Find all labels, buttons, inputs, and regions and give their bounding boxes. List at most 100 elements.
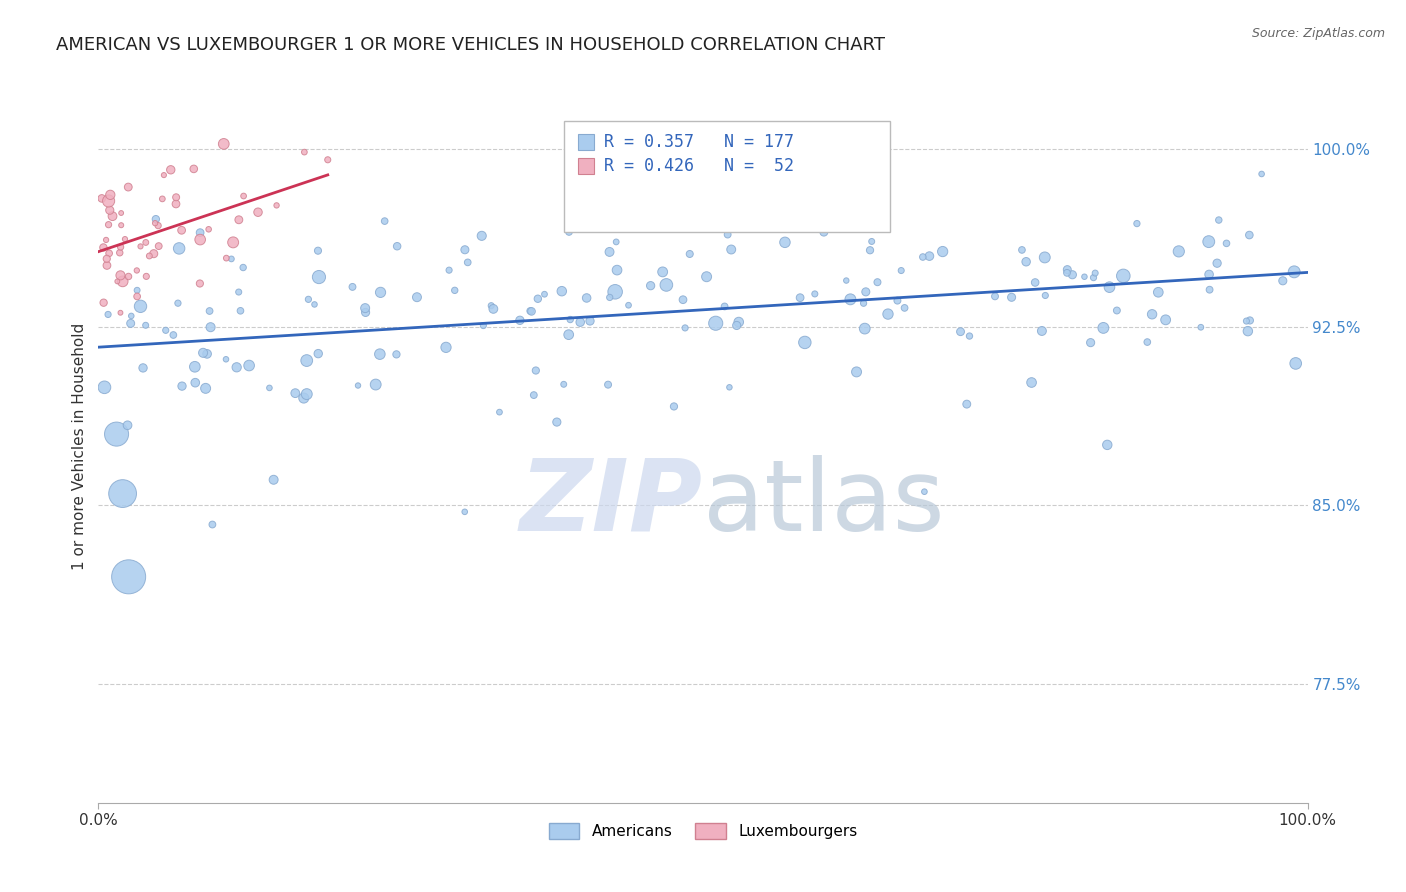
Point — [1056, 266, 1078, 280]
Point — [101, 209, 124, 223]
Point — [804, 287, 827, 301]
Point — [524, 363, 547, 377]
Point — [596, 377, 619, 392]
Point — [93, 295, 115, 310]
Point — [247, 205, 270, 219]
Point — [263, 473, 285, 487]
Point — [114, 232, 136, 246]
Point — [859, 244, 882, 258]
Point — [125, 263, 148, 277]
Point — [162, 328, 184, 343]
Point — [704, 316, 727, 330]
Text: R = 0.426   N =  52: R = 0.426 N = 52 — [605, 157, 794, 175]
Point — [1021, 376, 1043, 390]
Point — [374, 214, 396, 228]
Point — [170, 379, 193, 393]
Point — [184, 376, 207, 390]
FancyBboxPatch shape — [564, 121, 890, 232]
Point — [553, 377, 575, 392]
Text: AMERICAN VS LUXEMBOURGER 1 OR MORE VEHICLES IN HOUSEHOLD CORRELATION CHART: AMERICAN VS LUXEMBOURGER 1 OR MORE VEHIC… — [56, 36, 886, 54]
Point — [232, 189, 254, 203]
Point — [364, 377, 387, 392]
Point — [111, 486, 134, 500]
Point — [229, 303, 252, 318]
Point — [662, 400, 685, 414]
Point — [155, 323, 177, 337]
Point — [931, 244, 953, 259]
Point — [1198, 235, 1220, 249]
Point — [651, 265, 673, 279]
Point — [1092, 321, 1115, 335]
Point — [1140, 307, 1163, 321]
Point — [135, 235, 157, 250]
Point — [1015, 254, 1038, 268]
Point — [228, 212, 250, 227]
Point — [195, 347, 218, 361]
Point — [1073, 269, 1095, 284]
Point — [368, 347, 391, 361]
Point — [118, 570, 141, 584]
Point — [579, 314, 602, 328]
Point — [228, 285, 250, 299]
Point — [890, 263, 912, 277]
Point — [1208, 213, 1230, 227]
Point — [523, 388, 546, 402]
Point — [105, 274, 128, 288]
Bar — [578, 159, 595, 174]
Y-axis label: 1 or more Vehicles in Household: 1 or more Vehicles in Household — [72, 322, 87, 570]
Point — [97, 218, 120, 232]
Point — [354, 305, 377, 319]
Point — [718, 380, 741, 394]
Point — [232, 260, 254, 275]
Point — [406, 290, 429, 304]
Point — [183, 161, 205, 176]
Point — [1271, 274, 1294, 288]
Point — [696, 269, 718, 284]
Point — [551, 284, 574, 298]
Point — [354, 301, 377, 315]
Point — [165, 190, 187, 204]
Point — [105, 427, 128, 442]
Point — [297, 293, 319, 307]
Point — [1206, 256, 1229, 270]
Point — [215, 352, 238, 367]
Point — [984, 289, 1007, 303]
Point — [150, 192, 173, 206]
Point — [120, 309, 142, 323]
Point — [170, 223, 193, 237]
Point — [120, 317, 142, 331]
Point — [135, 318, 157, 333]
Point — [1105, 303, 1128, 318]
Point — [111, 274, 134, 288]
Point — [266, 198, 288, 212]
Point — [191, 346, 214, 360]
Point — [855, 285, 877, 299]
Point — [599, 290, 621, 304]
Point — [212, 136, 235, 151]
Point — [437, 263, 460, 277]
Point — [307, 244, 329, 258]
Point — [308, 270, 330, 285]
Point — [673, 321, 696, 335]
Point — [911, 250, 934, 264]
Point — [1126, 217, 1149, 231]
Point — [558, 225, 581, 239]
Text: Source: ZipAtlas.com: Source: ZipAtlas.com — [1251, 27, 1385, 40]
Point — [132, 360, 155, 375]
Point — [845, 365, 868, 379]
Point — [221, 252, 243, 266]
Point — [617, 298, 640, 312]
Point — [457, 255, 479, 269]
Point — [454, 243, 477, 257]
Point — [672, 293, 695, 307]
Point — [1147, 285, 1170, 300]
Point — [841, 184, 863, 198]
Point — [527, 292, 550, 306]
Point — [520, 304, 543, 318]
Point — [606, 263, 628, 277]
Point — [1237, 324, 1260, 338]
Point — [98, 187, 121, 202]
Point — [108, 245, 131, 260]
Point — [146, 219, 169, 233]
Point — [1098, 280, 1121, 294]
